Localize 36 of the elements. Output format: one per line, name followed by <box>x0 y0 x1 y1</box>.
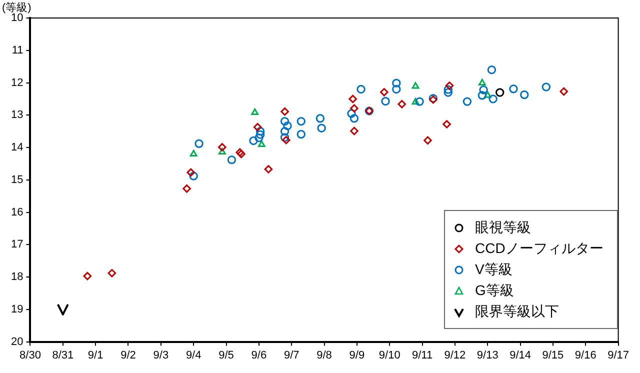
y-tick-label: 18 <box>10 271 24 284</box>
x-tick-label: 9/10 <box>378 349 400 362</box>
x-tick-label: 9/2 <box>120 349 136 362</box>
y-tick-label: 14 <box>10 142 24 154</box>
x-tick-label: 9/6 <box>251 349 267 362</box>
y-tick-label: 12 <box>10 76 24 89</box>
x-tick-label: 9/12 <box>444 349 466 362</box>
x-tick-label: 9/13 <box>476 349 498 362</box>
x-tick-label: 9/16 <box>574 349 596 362</box>
x-tick-label: 9/9 <box>349 349 365 362</box>
x-tick-label: 9/4 <box>186 349 202 362</box>
x-tick-label: 9/7 <box>284 349 300 362</box>
legend-label: CCDノーフィルター <box>475 240 604 258</box>
y-tick-label: 10 <box>10 12 24 24</box>
legend-label: V等級 <box>475 260 512 278</box>
x-tick-label: 8/31 <box>52 349 74 362</box>
y-tick-label: 13 <box>10 109 24 122</box>
y-axis-title: (等級) <box>2 1 32 14</box>
x-tick-label: 9/3 <box>153 349 169 362</box>
x-tick-label: 9/15 <box>542 349 564 362</box>
x-tick-label: 9/14 <box>510 349 531 362</box>
x-tick-label: 9/1 <box>88 349 104 362</box>
x-tick-label: 9/17 <box>608 349 630 362</box>
y-tick-label: 17 <box>10 238 24 251</box>
y-tick-label: 15 <box>10 174 24 186</box>
legend-label: 限界等級以下 <box>475 302 559 320</box>
x-tick-label: 8/30 <box>20 349 41 362</box>
x-tick-label: 9/5 <box>218 349 234 362</box>
x-tick-label: 9/8 <box>316 349 332 362</box>
y-tick-label: 16 <box>10 206 24 218</box>
legend-label: 眼視等級 <box>475 218 531 236</box>
y-tick-label: 19 <box>10 303 24 316</box>
x-tick-label: 9/11 <box>412 349 433 362</box>
y-tick-label: 11 <box>12 44 24 56</box>
legend-label: G等級 <box>475 282 514 300</box>
y-tick-label: 20 <box>10 336 24 348</box>
